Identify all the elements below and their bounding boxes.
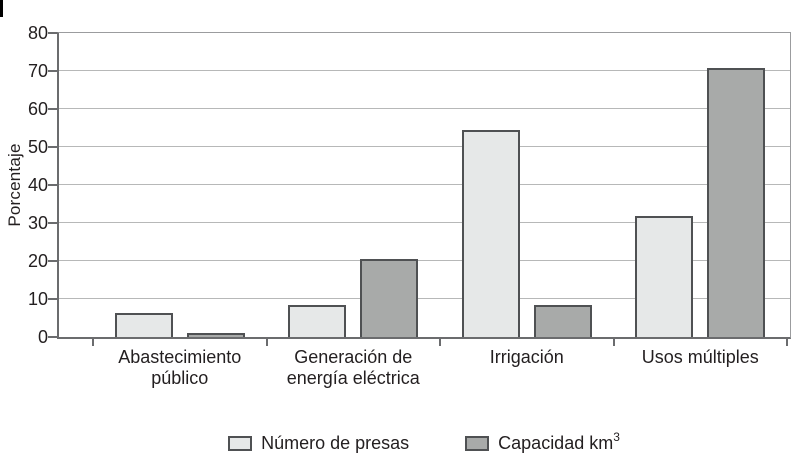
category-label-line: Generación de bbox=[294, 347, 413, 367]
y-axis-tick bbox=[48, 32, 57, 34]
bar-series1-cat4 bbox=[635, 216, 694, 337]
plot-area bbox=[57, 32, 791, 339]
bar-series1-cat3 bbox=[461, 130, 520, 337]
bar-group bbox=[267, 33, 441, 337]
bar-group bbox=[93, 33, 267, 337]
y-axis-tick bbox=[48, 108, 57, 110]
legend-label-capacidad: Capacidad km3 bbox=[498, 430, 620, 453]
y-axis-tick bbox=[48, 298, 57, 300]
y-axis-tick bbox=[48, 222, 57, 224]
legend-item-numero-de-presas: Número de presas bbox=[228, 433, 409, 454]
gridline bbox=[59, 108, 790, 109]
x-axis-category-labels: Abastecimiento público Generación de energí… bbox=[93, 347, 787, 389]
category-label: Abastecimiento público bbox=[93, 347, 267, 389]
legend-swatch-dark-icon bbox=[465, 436, 490, 451]
y-tick-label: 70 bbox=[27, 61, 48, 81]
bar-group bbox=[440, 33, 614, 337]
bar-series2-cat3 bbox=[533, 305, 592, 337]
y-axis-tick bbox=[48, 184, 57, 186]
x-axis-tick bbox=[786, 339, 788, 346]
y-tick-label: 40 bbox=[27, 175, 48, 195]
y-tick-label: 80 bbox=[27, 23, 48, 43]
x-axis-tick bbox=[92, 339, 94, 346]
category-label-line: Usos múltiples bbox=[641, 347, 759, 367]
bar-series2-cat2 bbox=[360, 259, 419, 337]
legend-item-capacidad: Capacidad km3 bbox=[465, 430, 620, 454]
y-tick-label: 60 bbox=[27, 99, 48, 119]
y-tick-label: 10 bbox=[27, 289, 48, 309]
y-tick-label: 50 bbox=[27, 137, 48, 157]
page-corner-mark bbox=[0, 0, 3, 17]
y-axis-tick bbox=[48, 260, 57, 262]
bar-series2-cat4 bbox=[707, 68, 766, 337]
y-axis-tick bbox=[48, 146, 57, 148]
legend-label-numero-de-presas: Número de presas bbox=[261, 433, 410, 453]
y-axis-tick bbox=[48, 336, 57, 338]
y-tick-label: 30 bbox=[27, 213, 48, 233]
y-axis-tick bbox=[48, 70, 57, 72]
gridline bbox=[59, 222, 790, 223]
x-axis-tick bbox=[612, 339, 615, 346]
legend-swatch-light-icon bbox=[228, 436, 253, 451]
bar-series1-cat2 bbox=[288, 305, 347, 337]
category-label: Generación de energía eléctrica bbox=[267, 347, 441, 389]
category-label-line: energía eléctrica bbox=[286, 368, 420, 388]
y-tick-label: 0 bbox=[37, 327, 48, 347]
gridline bbox=[59, 70, 790, 71]
category-label-line: público bbox=[151, 368, 209, 388]
legend: Número de presas Capacidad km3 bbox=[57, 430, 791, 454]
category-label: Usos múltiples bbox=[614, 347, 788, 389]
bars-row bbox=[93, 33, 787, 337]
y-tick-label: 20 bbox=[27, 251, 48, 271]
gridline bbox=[59, 298, 790, 299]
bar-group bbox=[614, 33, 788, 337]
gridline bbox=[59, 260, 790, 261]
bar-series1-cat1 bbox=[114, 313, 173, 337]
x-axis-tick bbox=[439, 339, 441, 346]
gridline bbox=[59, 184, 790, 185]
category-label-line: Irrigación bbox=[489, 347, 564, 367]
category-label: Irrigación bbox=[440, 347, 614, 389]
bar-series2-cat1 bbox=[186, 333, 245, 337]
gridline bbox=[59, 146, 790, 147]
category-label-line: Abastecimiento bbox=[118, 347, 242, 367]
x-axis-tick bbox=[265, 339, 268, 346]
